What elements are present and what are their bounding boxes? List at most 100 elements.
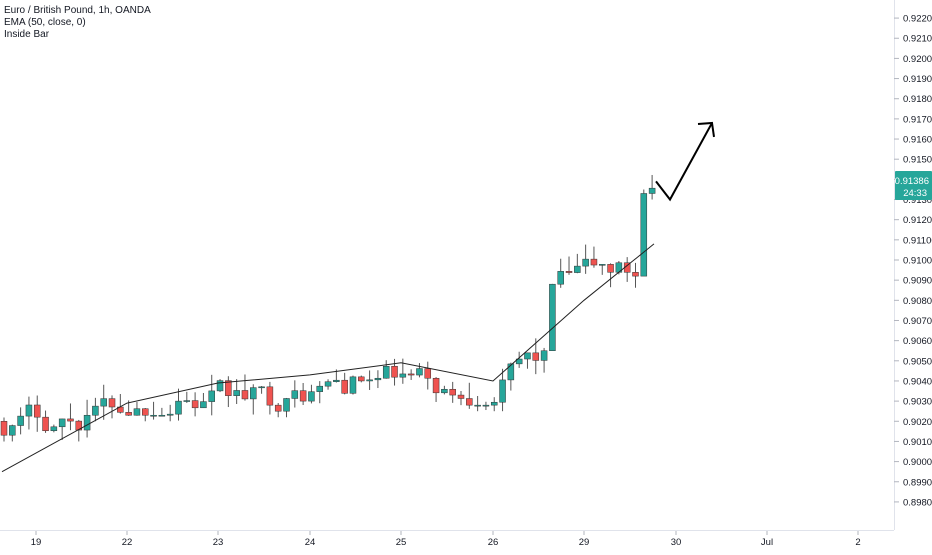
time-tick-label: 22	[122, 537, 133, 548]
candle-body	[291, 390, 299, 399]
candle-body	[191, 400, 199, 409]
candle-body	[557, 271, 564, 285]
candle-body	[125, 412, 132, 416]
candle-body	[58, 418, 66, 428]
candle-body	[549, 283, 556, 351]
candle-body	[515, 358, 523, 365]
candle-body	[250, 387, 257, 400]
candle-body	[100, 398, 107, 407]
symbol-title[interactable]: Euro / British Pound, 1h, OANDA	[4, 5, 151, 16]
candle-body	[507, 363, 515, 381]
candle-body	[108, 398, 116, 408]
candle-body	[532, 352, 540, 361]
candle-body	[432, 377, 440, 394]
candle-body	[524, 352, 531, 360]
candle-body	[316, 385, 323, 392]
candle-body	[241, 390, 249, 400]
candle-body	[216, 380, 224, 392]
chart-legend: Euro / British Pound, 1h, OANDA EMA (50,…	[4, 5, 151, 41]
candle-body	[142, 408, 149, 416]
last-price-label: 0.91386	[895, 176, 929, 187]
candle-body	[407, 373, 415, 376]
candle-body	[200, 401, 207, 409]
candle-body	[308, 391, 315, 402]
candle-body	[632, 272, 639, 277]
candle-body	[25, 404, 33, 417]
candle-body	[457, 394, 465, 399]
candle-body	[482, 404, 490, 407]
candle-body	[274, 404, 282, 412]
ema-line	[1, 243, 655, 473]
candle-body	[366, 379, 373, 382]
candle-body	[166, 413, 174, 416]
candle-body	[574, 265, 581, 273]
time-axis[interactable]: 19 22 23 24 25 26 29 30 Jul 2	[31, 531, 861, 548]
candle-body	[599, 264, 606, 266]
arrow-head	[697, 121, 715, 138]
candle-body	[83, 414, 91, 431]
candle-body	[0, 421, 8, 436]
last-price-tag-bg	[895, 171, 932, 200]
candle-body	[183, 400, 191, 402]
candle-body	[266, 386, 274, 406]
candle-body	[582, 258, 589, 267]
candle-body	[233, 390, 240, 396]
candle-body	[416, 368, 423, 376]
time-tick-label: Jul	[761, 537, 773, 548]
candles-layer	[0, 174, 656, 442]
last-price-tag: 0.91386 24:33	[895, 171, 932, 200]
candle-body	[391, 365, 398, 378]
time-tick-label: 30	[671, 537, 682, 548]
candle-body	[333, 379, 340, 382]
time-tick-label: 2	[855, 537, 860, 548]
candle-body	[33, 404, 41, 418]
candle-body	[466, 398, 473, 406]
candle-body	[607, 264, 614, 273]
inside-bar-indicator-label[interactable]: Inside Bar	[4, 29, 50, 40]
candle-body	[399, 373, 407, 378]
candle-body	[648, 187, 656, 194]
candle-body	[358, 376, 365, 382]
candle-body	[299, 390, 307, 402]
candle-body	[640, 193, 648, 277]
candle-body	[374, 377, 382, 381]
time-tick-label: 23	[213, 537, 224, 548]
ema-indicator-label[interactable]: EMA (50, close, 0)	[4, 17, 86, 28]
forecast-arrow	[655, 121, 715, 202]
candle-body	[540, 350, 548, 361]
candle-body	[441, 388, 448, 394]
candle-body	[158, 414, 166, 417]
candle-body	[17, 415, 24, 426]
time-tick-label: 25	[396, 537, 407, 548]
candle-body	[258, 386, 265, 389]
candle-body	[175, 400, 182, 415]
candle-body	[449, 388, 456, 396]
candle-body	[590, 258, 598, 266]
candle-body	[9, 425, 16, 436]
candle-body	[499, 379, 506, 403]
candle-body	[42, 416, 49, 432]
candle-body	[283, 398, 290, 412]
candle-body	[150, 414, 157, 417]
